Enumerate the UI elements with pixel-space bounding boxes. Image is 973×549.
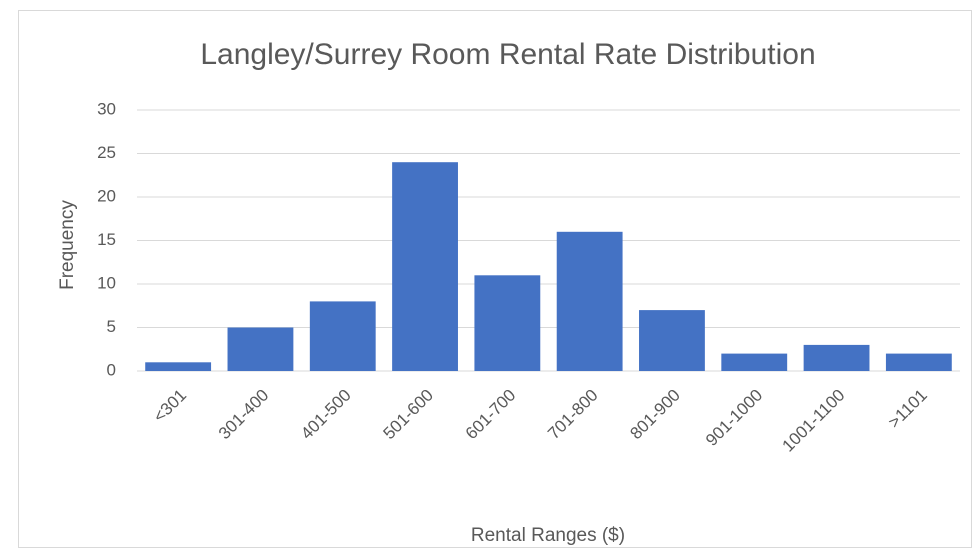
bar bbox=[227, 327, 294, 371]
y-tick-label: 0 bbox=[107, 360, 116, 379]
y-axis-label: Frequency bbox=[57, 200, 78, 290]
bar bbox=[474, 275, 541, 371]
y-tick-label: 10 bbox=[97, 273, 116, 292]
chart-title: Langley/Surrey Room Rental Rate Distribu… bbox=[200, 38, 815, 71]
bar bbox=[721, 353, 788, 371]
bar bbox=[309, 301, 376, 371]
bar bbox=[885, 353, 952, 371]
bar bbox=[145, 362, 212, 371]
y-tick-label: 5 bbox=[107, 317, 116, 336]
bar bbox=[556, 231, 623, 371]
bar bbox=[639, 310, 705, 371]
y-tick-label: 15 bbox=[97, 230, 116, 249]
bar bbox=[803, 344, 870, 371]
y-tick-label: 20 bbox=[97, 186, 116, 205]
x-axis-label: Rental Ranges ($) bbox=[471, 525, 625, 546]
y-tick-label: 25 bbox=[97, 143, 116, 162]
bar bbox=[392, 162, 458, 371]
y-tick-label: 30 bbox=[97, 99, 116, 118]
